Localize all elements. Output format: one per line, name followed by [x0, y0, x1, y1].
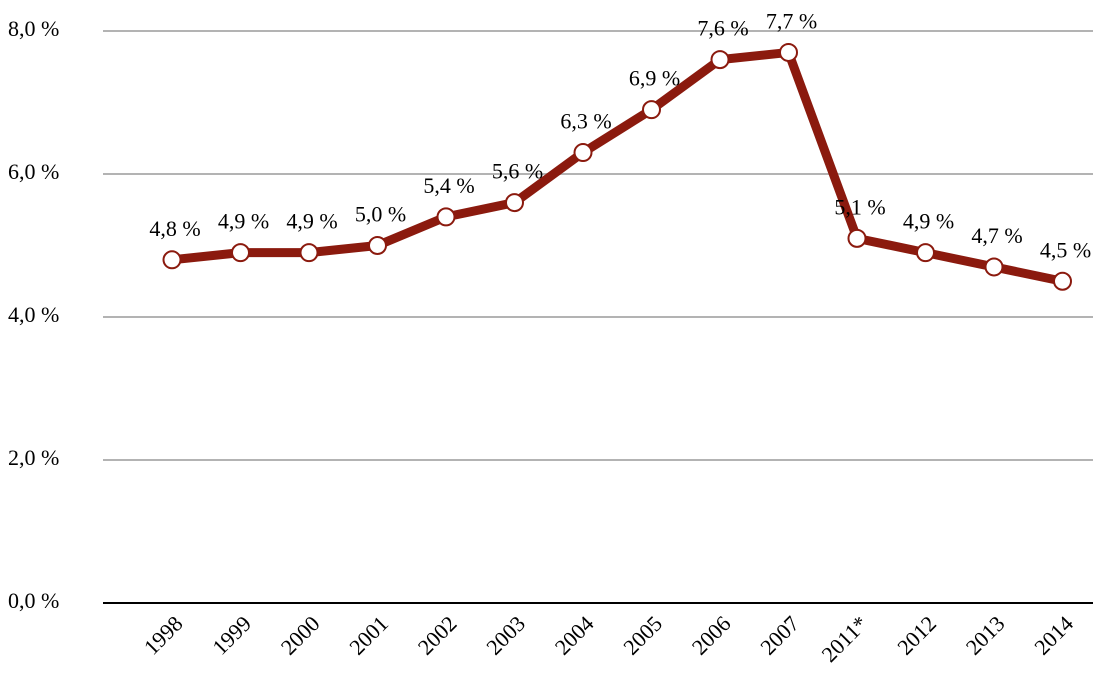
marker [779, 42, 798, 62]
x-tick-label: 1999 [207, 611, 256, 660]
value-label: 5,0 % [355, 202, 406, 227]
value-label: 4,7 % [971, 223, 1022, 248]
value-label: 6,9 % [629, 66, 680, 91]
x-tick-label: 2001 [344, 611, 393, 660]
x-tick-label: 2014 [1029, 611, 1078, 660]
marker [436, 207, 456, 227]
y-tick-label: 8,0 % [8, 16, 59, 41]
x-tick-label: 2003 [481, 611, 530, 660]
value-label: 4,9 % [218, 209, 269, 234]
marker [916, 243, 935, 263]
marker [847, 228, 867, 248]
x-tick-label: 1998 [139, 611, 188, 660]
x-tick-label: 2013 [961, 611, 1010, 660]
y-tick-label: 2,0 % [8, 445, 59, 470]
x-tick-label: 2000 [276, 611, 325, 660]
value-label: 5,1 % [834, 194, 885, 219]
value-label: 7,6 % [697, 16, 748, 41]
value-label: 4,5 % [1040, 237, 1091, 262]
value-label: 4,9 % [286, 209, 337, 234]
marker [231, 243, 250, 263]
x-tick-label: 2006 [687, 611, 736, 660]
y-tick-label: 0,0 % [8, 588, 59, 613]
y-tick-label: 6,0 % [8, 159, 59, 184]
marker [299, 243, 319, 263]
marker [1053, 271, 1072, 291]
marker [162, 250, 182, 270]
marker [368, 236, 387, 255]
marker [710, 50, 730, 70]
value-label: 5,4 % [423, 173, 474, 198]
x-tick-label: 2007 [755, 611, 804, 660]
marker [984, 257, 1004, 277]
value-label: 4,9 % [903, 209, 954, 234]
value-label: 5,6 % [492, 159, 543, 184]
x-tick-label: 2011* [817, 611, 873, 667]
marker [573, 143, 593, 163]
line [171, 47, 1064, 286]
value-label: 7,7 % [766, 8, 817, 33]
x-tick-label: 2004 [550, 611, 599, 660]
marker [505, 193, 524, 213]
value-label: 6,3 % [560, 109, 611, 134]
marker [642, 100, 661, 120]
x-tick-label: 2012 [892, 611, 941, 660]
x-tick-label: 2005 [618, 611, 667, 660]
y-tick-label: 4,0 % [8, 302, 59, 327]
value-label: 4,8 % [149, 216, 200, 241]
x-tick-label: 2002 [413, 611, 462, 660]
